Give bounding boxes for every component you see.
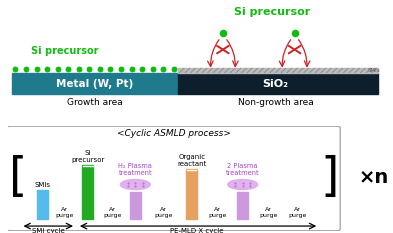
Bar xyxy=(178,68,378,73)
Point xyxy=(140,181,146,185)
Bar xyxy=(237,192,248,219)
Point xyxy=(125,184,131,188)
Point xyxy=(232,184,239,188)
Ellipse shape xyxy=(228,179,257,190)
Point xyxy=(33,67,40,71)
Bar xyxy=(130,192,141,219)
Point xyxy=(239,181,246,185)
Point xyxy=(107,67,114,71)
Point xyxy=(132,181,138,185)
Text: Ar
purge: Ar purge xyxy=(55,207,73,218)
Point xyxy=(118,67,124,71)
Point xyxy=(65,67,72,71)
Text: Si
precursor: Si precursor xyxy=(71,150,105,163)
Text: ×n: ×n xyxy=(358,168,388,187)
Point xyxy=(132,184,138,188)
Point xyxy=(139,67,145,71)
Text: Organic
reactant: Organic reactant xyxy=(177,154,206,167)
Ellipse shape xyxy=(120,179,150,190)
Text: <Cyclic ASMLD process>: <Cyclic ASMLD process> xyxy=(117,129,230,138)
Text: H₂ Plasma
treatment: H₂ Plasma treatment xyxy=(118,163,152,176)
Point xyxy=(160,67,167,71)
Text: [: [ xyxy=(9,155,27,200)
Point xyxy=(86,67,92,71)
Point xyxy=(140,184,146,188)
Text: SMIs: SMIs xyxy=(368,68,380,73)
Bar xyxy=(83,164,94,219)
Text: SiO₂: SiO₂ xyxy=(263,79,289,89)
Text: Non-growth area: Non-growth area xyxy=(238,98,314,107)
Point xyxy=(247,181,253,185)
Point xyxy=(12,67,18,71)
Point xyxy=(150,67,156,71)
Point xyxy=(171,67,177,71)
Text: PE-MLD X cycle: PE-MLD X cycle xyxy=(171,228,224,233)
Bar xyxy=(186,169,197,219)
Point xyxy=(129,67,135,71)
Point xyxy=(292,31,298,34)
Text: Si precursor: Si precursor xyxy=(234,7,310,17)
Text: Growth area: Growth area xyxy=(67,98,123,107)
Text: SMIs: SMIs xyxy=(35,182,50,188)
Point xyxy=(23,67,29,71)
Point xyxy=(44,67,50,71)
Text: Ar
purge: Ar purge xyxy=(154,207,173,218)
Point xyxy=(75,67,82,71)
FancyBboxPatch shape xyxy=(7,126,340,231)
Text: Metal (W, Pt): Metal (W, Pt) xyxy=(56,79,133,89)
Text: Ar
purge: Ar purge xyxy=(259,207,277,218)
Text: SMI cycle: SMI cycle xyxy=(31,228,64,233)
Point xyxy=(55,67,61,71)
Text: Ar
purge: Ar purge xyxy=(208,207,226,218)
Point xyxy=(232,181,239,185)
Text: Ar
purge: Ar purge xyxy=(288,207,307,218)
Bar xyxy=(12,73,178,94)
Text: ]: ] xyxy=(321,155,339,200)
Text: Ar
purge: Ar purge xyxy=(103,207,122,218)
Point xyxy=(239,184,246,188)
Bar xyxy=(178,73,378,94)
Point xyxy=(97,67,103,71)
Point xyxy=(220,31,226,34)
Bar xyxy=(37,190,48,219)
Text: Si precursor: Si precursor xyxy=(31,46,98,56)
Text: 2 Plasma
treatment: 2 Plasma treatment xyxy=(226,163,259,176)
Point xyxy=(247,184,253,188)
Point xyxy=(125,181,131,185)
